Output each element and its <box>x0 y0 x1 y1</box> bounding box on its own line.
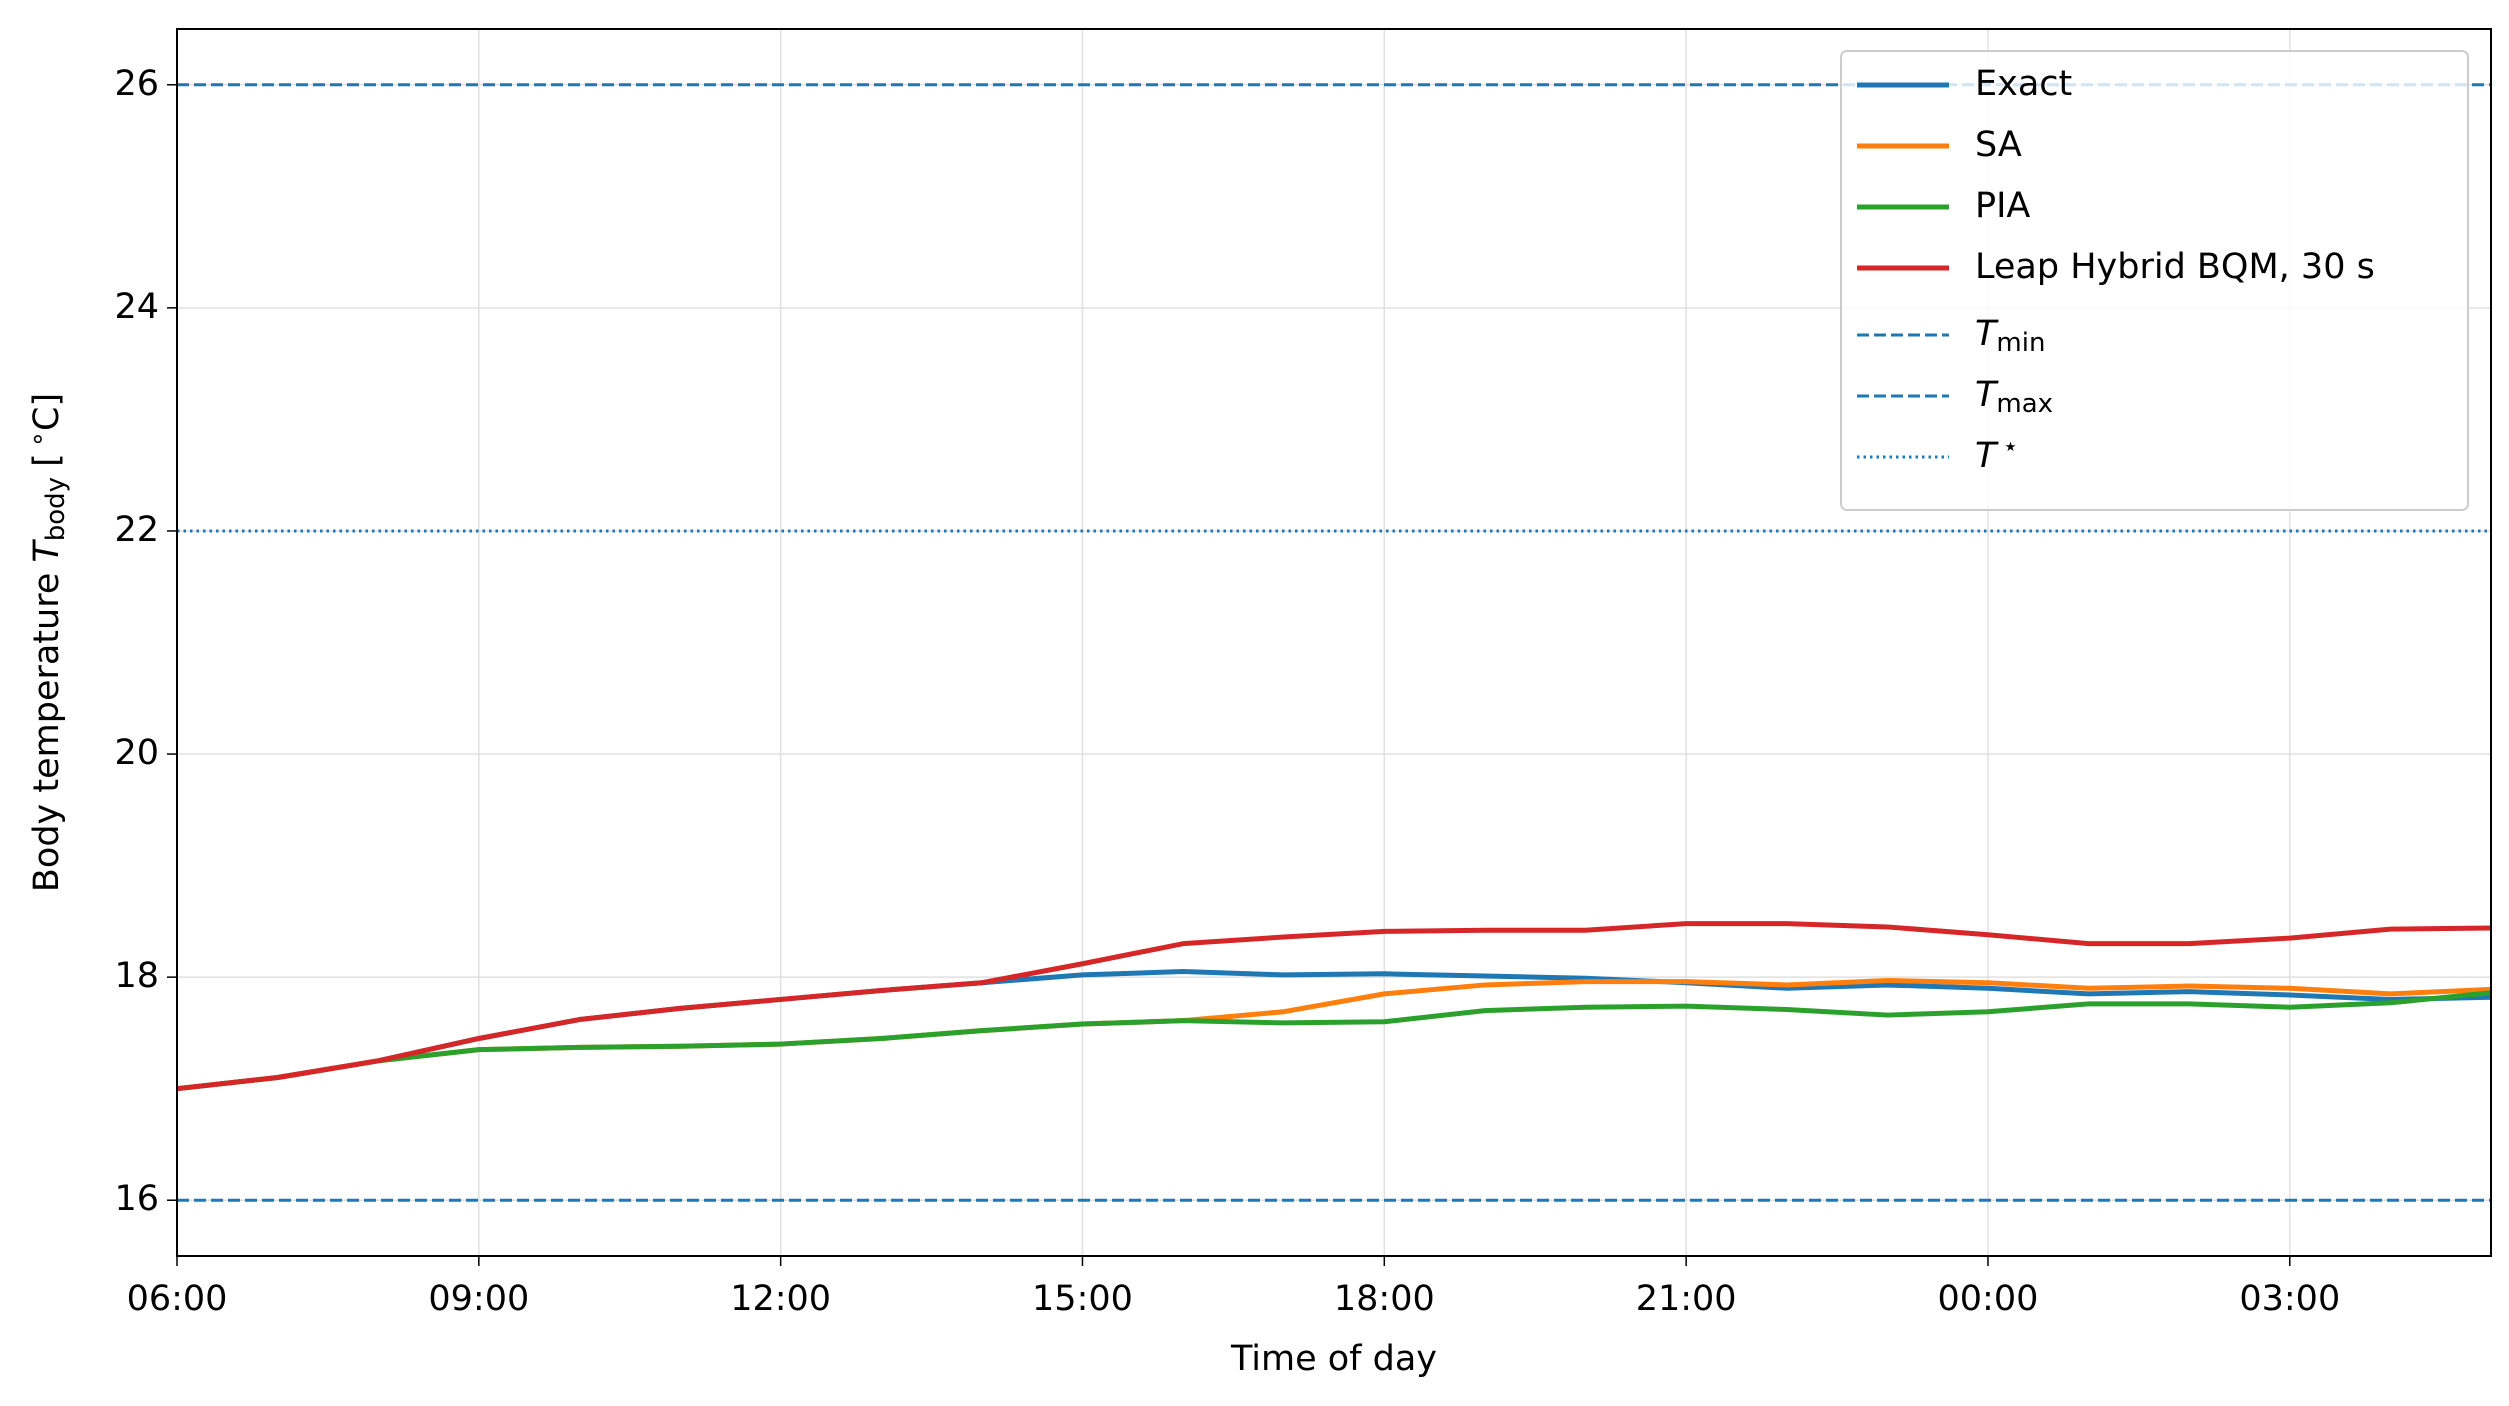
x-tick-label: 06:00 <box>127 1279 228 1319</box>
y-tick-label: 22 <box>114 510 159 550</box>
x-tick-label: 15:00 <box>1032 1279 1133 1319</box>
legend-subscript: min <box>1996 328 2045 358</box>
legend-box <box>1840 50 2469 511</box>
x-tick-label: 00:00 <box>1938 1279 2039 1319</box>
y-tick-label: 18 <box>114 956 159 996</box>
x-axis-label: Time of day <box>1230 1339 1437 1379</box>
y-label-unit: [ <box>27 453 67 467</box>
y-tick-label: 20 <box>114 733 159 773</box>
legend-label: PIA <box>1975 186 2030 226</box>
x-tick-label: 18:00 <box>1334 1279 1435 1319</box>
y-label-text: Body temperature <box>27 573 67 892</box>
legend-label: Exact <box>1975 64 2072 104</box>
legend-label: Leap Hybrid BQM, 30 s <box>1975 247 2375 287</box>
y-label-subscript: body <box>41 477 71 541</box>
y-tick-label: 26 <box>114 64 159 104</box>
legend-symbol: T <box>1975 436 1999 476</box>
x-tick-label: 09:00 <box>428 1279 529 1319</box>
data-line <box>176 921 2492 1092</box>
legend-symbol: T <box>1975 375 1999 415</box>
y-tick-label: 16 <box>114 1179 159 1219</box>
legend-label: T ⋆ <box>1975 432 2019 477</box>
legend-label: Tmax <box>1975 375 2053 419</box>
x-tick-label: 03:00 <box>2239 1279 2340 1319</box>
legend-superscript: ⋆ <box>2002 432 2018 462</box>
y-axis-label: Body temperature Tbody [ ∘C] <box>23 393 71 892</box>
plot-frame <box>176 28 2492 1257</box>
x-tick-label: 21:00 <box>1636 1279 1737 1319</box>
legend-symbol: T <box>1975 314 1999 354</box>
legend-label: Tmin <box>1975 314 2045 358</box>
legend-subscript: max <box>1996 389 2053 419</box>
y-label-unit-close: C] <box>27 393 67 431</box>
y-label-unit-sup: ∘ <box>23 431 53 447</box>
data-line <box>176 990 2492 1092</box>
legend-label: SA <box>1975 125 2022 165</box>
y-label-symbol: T <box>27 539 67 563</box>
x-tick-label: 12:00 <box>730 1279 831 1319</box>
y-tick-label: 24 <box>114 287 159 327</box>
